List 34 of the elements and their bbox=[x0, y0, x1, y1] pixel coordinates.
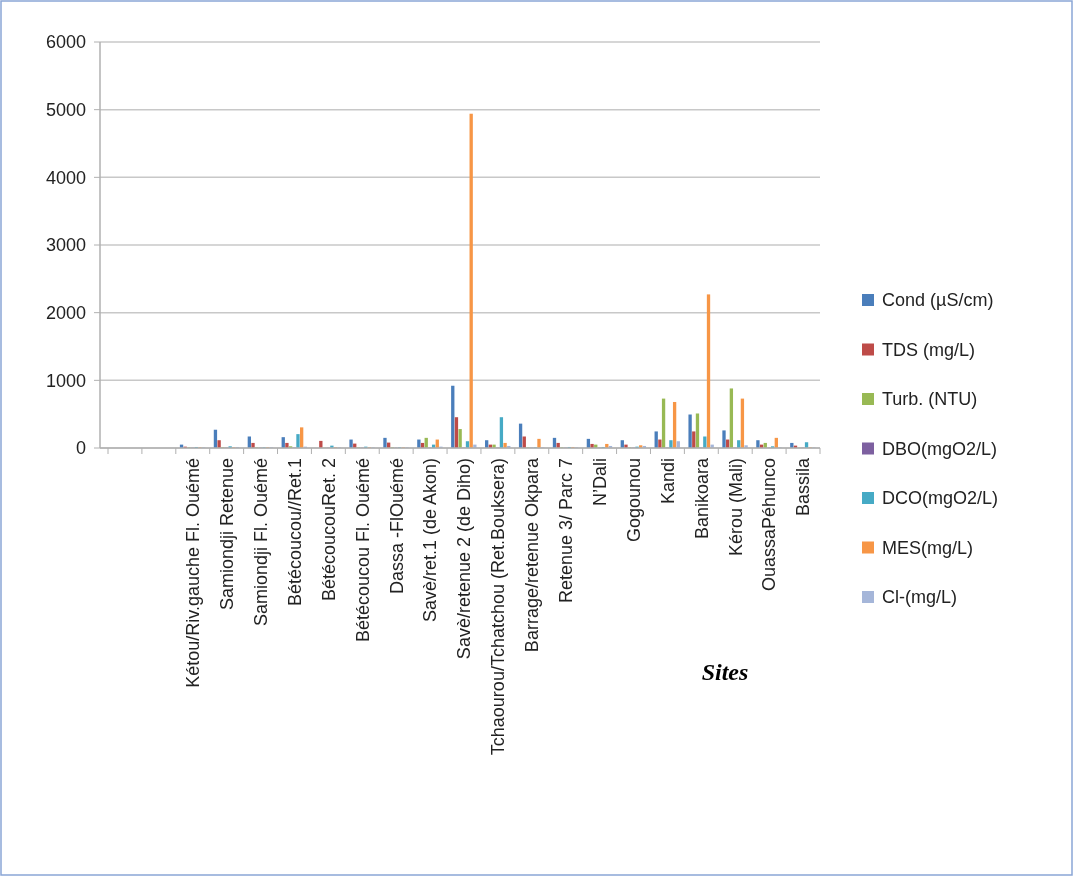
x-tick-label: Retenue 3/ Parc 7 bbox=[556, 458, 577, 604]
y-tick-label: 5000 bbox=[45, 99, 86, 120]
x-tick-label: Bétécoucou//Ret.1 bbox=[284, 458, 305, 607]
legend-label: Cl-(mg/L) bbox=[882, 587, 957, 608]
y-tick-label: 0 bbox=[75, 438, 86, 459]
legend-label: Cond (µS/cm) bbox=[882, 290, 994, 311]
x-tick-label: Bassila bbox=[793, 457, 814, 517]
legend-label: DBO(mgO2/L) bbox=[882, 438, 998, 459]
y-tick-label: 4000 bbox=[45, 167, 86, 188]
x-tick-label: N’Dali bbox=[589, 458, 610, 507]
x-tick-label: Savè/retenue 2 (de Diho) bbox=[454, 458, 475, 660]
x-tick-label: Kérou (Mali) bbox=[725, 458, 746, 557]
x-tick-label: Tchaourou/Tchatchou (Ret.Bouksera) bbox=[488, 458, 509, 756]
y-tick-label: 3000 bbox=[45, 235, 86, 256]
y-tick-label: 6000 bbox=[45, 32, 86, 53]
x-axis-title: Sites bbox=[701, 659, 749, 685]
legend-label: MES(mg/L) bbox=[882, 537, 974, 558]
legend-label: Turb. (NTU) bbox=[882, 389, 978, 410]
legend-label: TDS (mg/L) bbox=[882, 339, 976, 360]
y-tick-label: 1000 bbox=[45, 370, 86, 391]
legend-label: DCO(mgO2/L) bbox=[882, 488, 999, 509]
x-tick-label: Barrage/retenue Okpara bbox=[522, 457, 543, 653]
x-tick-label: Bétécoucou Fl. Ouémé bbox=[352, 458, 373, 643]
x-tick-label: Kétou/Riv.gauche Fl. Ouémé bbox=[183, 458, 204, 688]
x-tick-label: Samiondji Retenue bbox=[216, 458, 237, 611]
x-tick-label: Savè/ret.1 (de Akon) bbox=[420, 458, 441, 623]
x-tick-label: Kandi bbox=[657, 458, 678, 505]
y-tick-label: 2000 bbox=[45, 302, 86, 323]
x-tick-label: Dassa -FlOuémé bbox=[386, 458, 407, 595]
x-tick-label: Gogounou bbox=[623, 458, 644, 543]
x-tick-label: Banikoara bbox=[691, 457, 712, 540]
x-tick-label: OuassaPéhunco bbox=[759, 458, 780, 592]
x-tick-label: BétécoucouRet. 2 bbox=[318, 458, 339, 602]
x-tick-label: Samiondji Fl. Ouémé bbox=[250, 458, 271, 627]
